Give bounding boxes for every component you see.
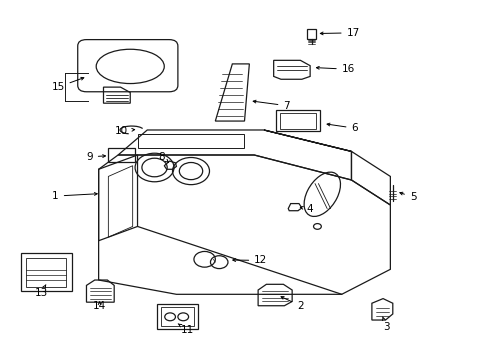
Text: 8: 8 (158, 152, 168, 162)
Text: 13: 13 (35, 285, 48, 297)
Text: 7: 7 (253, 100, 289, 111)
Text: 11: 11 (178, 324, 194, 335)
Text: 14: 14 (93, 301, 106, 311)
Text: 9: 9 (86, 152, 105, 162)
Text: 1: 1 (52, 191, 97, 201)
Bar (108, 148, 135, 162)
Bar (306, 29, 315, 39)
Bar (276, 110, 319, 131)
Bar (157, 303, 198, 329)
Text: 15: 15 (51, 77, 83, 92)
Bar (279, 113, 316, 129)
Text: 2: 2 (281, 297, 303, 311)
Bar (161, 307, 194, 327)
Text: 16: 16 (316, 64, 354, 74)
Text: 5: 5 (399, 192, 416, 202)
Text: 4: 4 (300, 204, 313, 214)
Text: 6: 6 (326, 123, 357, 133)
Bar (21, 253, 72, 291)
Text: 10: 10 (115, 126, 134, 136)
Text: 12: 12 (232, 255, 267, 265)
Bar (26, 257, 66, 287)
Text: 17: 17 (320, 28, 359, 38)
Text: 3: 3 (382, 317, 389, 332)
